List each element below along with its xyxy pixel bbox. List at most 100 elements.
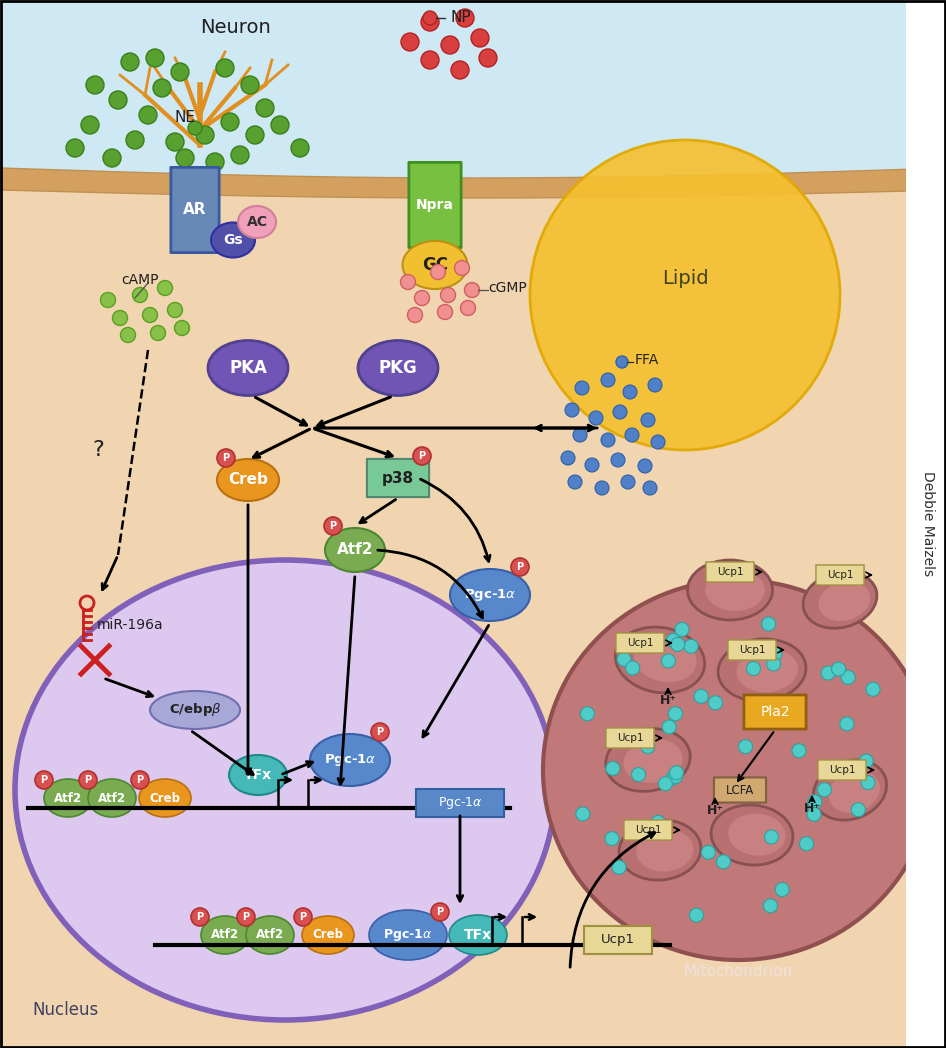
Circle shape: [568, 475, 582, 489]
Circle shape: [792, 744, 806, 758]
Circle shape: [81, 116, 99, 134]
Text: P: P: [41, 776, 47, 785]
Circle shape: [799, 836, 814, 851]
Circle shape: [231, 146, 249, 163]
Ellipse shape: [711, 805, 793, 865]
Circle shape: [832, 662, 846, 676]
Ellipse shape: [543, 580, 933, 960]
Text: Pgc-1$\alpha$: Pgc-1$\alpha$: [464, 587, 517, 603]
Ellipse shape: [88, 779, 136, 817]
Circle shape: [585, 458, 599, 472]
Bar: [906, 0, 946, 1048]
Circle shape: [632, 767, 645, 782]
Ellipse shape: [15, 560, 555, 1020]
Circle shape: [643, 481, 657, 495]
Circle shape: [589, 411, 603, 425]
Circle shape: [746, 661, 761, 676]
Ellipse shape: [623, 739, 683, 783]
Text: Mitochondrion: Mitochondrion: [683, 964, 793, 980]
Circle shape: [561, 451, 575, 465]
Circle shape: [739, 740, 752, 754]
Circle shape: [431, 903, 449, 921]
Ellipse shape: [302, 916, 354, 954]
Text: Creb: Creb: [228, 473, 268, 487]
Circle shape: [174, 321, 189, 335]
Circle shape: [408, 307, 423, 323]
Ellipse shape: [358, 341, 438, 395]
Text: LCFA: LCFA: [726, 784, 754, 796]
Circle shape: [371, 723, 389, 741]
Circle shape: [669, 706, 682, 721]
FancyBboxPatch shape: [409, 162, 461, 247]
Ellipse shape: [619, 820, 701, 880]
Circle shape: [768, 647, 782, 661]
Text: P: P: [300, 912, 307, 922]
Ellipse shape: [803, 572, 877, 629]
Ellipse shape: [369, 910, 447, 960]
Text: PKA: PKA: [229, 359, 267, 377]
Circle shape: [651, 815, 665, 829]
Circle shape: [479, 49, 497, 67]
Circle shape: [143, 307, 157, 323]
Circle shape: [414, 290, 429, 306]
Ellipse shape: [201, 916, 249, 954]
Circle shape: [221, 113, 239, 131]
Text: TFx: TFx: [244, 768, 272, 782]
Text: TFx: TFx: [464, 927, 492, 942]
Text: Pgc-1$\alpha$: Pgc-1$\alpha$: [438, 795, 482, 811]
Circle shape: [821, 761, 834, 776]
Circle shape: [150, 326, 166, 341]
Circle shape: [241, 77, 259, 94]
Text: Ucp1: Ucp1: [827, 570, 853, 580]
Circle shape: [109, 91, 127, 109]
Text: NP: NP: [450, 9, 470, 24]
FancyBboxPatch shape: [818, 760, 866, 780]
Text: Ucp1: Ucp1: [617, 733, 643, 743]
Ellipse shape: [325, 528, 385, 572]
Circle shape: [851, 803, 866, 816]
Circle shape: [605, 762, 620, 776]
Circle shape: [763, 899, 778, 913]
Circle shape: [471, 29, 489, 47]
Circle shape: [113, 310, 128, 326]
Ellipse shape: [449, 915, 507, 955]
Text: Gs: Gs: [223, 233, 243, 247]
Text: Debbie Maizels: Debbie Maizels: [921, 472, 935, 576]
Ellipse shape: [718, 639, 806, 701]
FancyBboxPatch shape: [367, 459, 429, 497]
Circle shape: [859, 755, 873, 768]
Circle shape: [451, 61, 469, 79]
FancyBboxPatch shape: [584, 926, 652, 954]
Circle shape: [623, 385, 637, 399]
Circle shape: [413, 447, 431, 465]
Circle shape: [246, 126, 264, 144]
Ellipse shape: [637, 829, 693, 872]
Text: P: P: [222, 453, 230, 463]
Ellipse shape: [706, 569, 765, 611]
Circle shape: [191, 908, 209, 926]
Circle shape: [625, 661, 639, 675]
Circle shape: [256, 99, 274, 117]
Text: P: P: [329, 521, 337, 531]
Circle shape: [421, 51, 439, 69]
Circle shape: [694, 690, 709, 703]
Text: Npra: Npra: [416, 198, 454, 212]
Text: C/ebp$\beta$: C/ebp$\beta$: [168, 701, 221, 719]
Circle shape: [684, 639, 698, 653]
Circle shape: [131, 771, 149, 789]
Circle shape: [400, 275, 415, 289]
Circle shape: [324, 517, 342, 534]
Circle shape: [640, 740, 655, 754]
Circle shape: [166, 133, 184, 151]
Text: Creb: Creb: [312, 929, 343, 941]
Circle shape: [690, 909, 704, 922]
Text: AR: AR: [184, 202, 207, 218]
Circle shape: [132, 287, 148, 303]
Circle shape: [176, 149, 194, 167]
Ellipse shape: [310, 734, 390, 786]
Circle shape: [762, 617, 776, 631]
FancyBboxPatch shape: [816, 565, 864, 585]
Circle shape: [651, 435, 665, 449]
FancyBboxPatch shape: [714, 778, 766, 803]
Circle shape: [456, 9, 474, 27]
